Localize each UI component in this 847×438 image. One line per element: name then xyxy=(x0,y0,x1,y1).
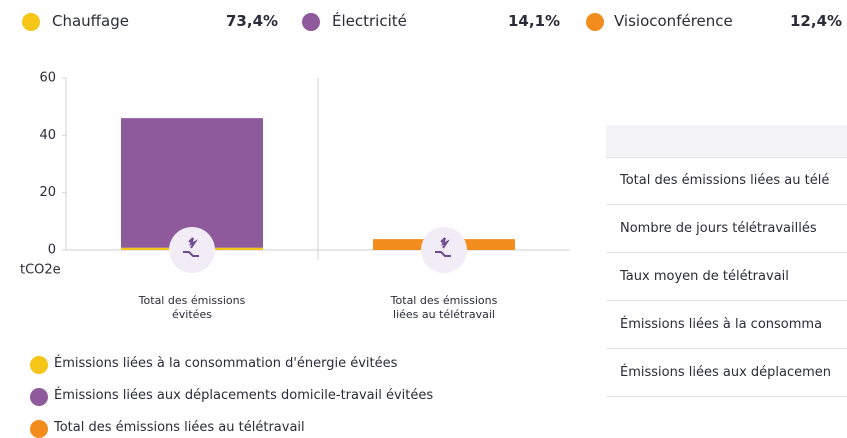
legend-dot xyxy=(30,420,48,438)
icon-glyph xyxy=(435,237,451,257)
legend-name: Émissions liées à la consommation d'éner… xyxy=(54,356,398,371)
legend-dot xyxy=(586,13,604,31)
chart: tCO2e 0 20 40 60 xyxy=(20,71,570,278)
table-row: Émissions liées aux déplacemen xyxy=(606,349,847,397)
legend-name: Chauffage xyxy=(52,12,129,30)
bar-icon xyxy=(421,227,467,273)
legend-name: Émissions liées aux déplacements domicil… xyxy=(54,388,434,403)
legend-name: Électricité xyxy=(332,12,407,30)
legend-share: 73,4% xyxy=(226,12,279,30)
bar-icon xyxy=(169,227,215,273)
legend-dot xyxy=(22,13,40,31)
legend-dot xyxy=(302,13,320,31)
x-tick-label: Total des émissions liées au télétravail xyxy=(390,294,498,321)
table-row: Émissions liées à la consomma xyxy=(606,301,847,349)
legend-name: Visioconférence xyxy=(614,12,733,30)
legend-name: Total des émissions liées au télétravail xyxy=(54,420,305,435)
y-tick-label: 20 xyxy=(39,185,56,200)
x-tick-label: Total des émissions évitées xyxy=(138,294,246,321)
table-row: Total des émissions liées au télé xyxy=(606,157,847,205)
y-axis-label: tCO2e xyxy=(20,263,61,278)
legend-dot xyxy=(30,388,48,406)
table-header xyxy=(606,125,847,158)
legend-dot xyxy=(30,356,48,374)
y-tick-label: 60 xyxy=(39,71,56,86)
icon-glyph xyxy=(183,237,199,257)
y-tick-label: 0 xyxy=(48,243,56,258)
y-tick-label: 40 xyxy=(39,128,56,143)
table-row: Taux moyen de télétravail xyxy=(606,253,847,301)
legend-share: 12,4% xyxy=(790,12,843,30)
table-row: Nombre de jours télétravaillés xyxy=(606,205,847,253)
legend-share: 14,1% xyxy=(508,12,561,30)
bar-segment xyxy=(121,118,263,248)
